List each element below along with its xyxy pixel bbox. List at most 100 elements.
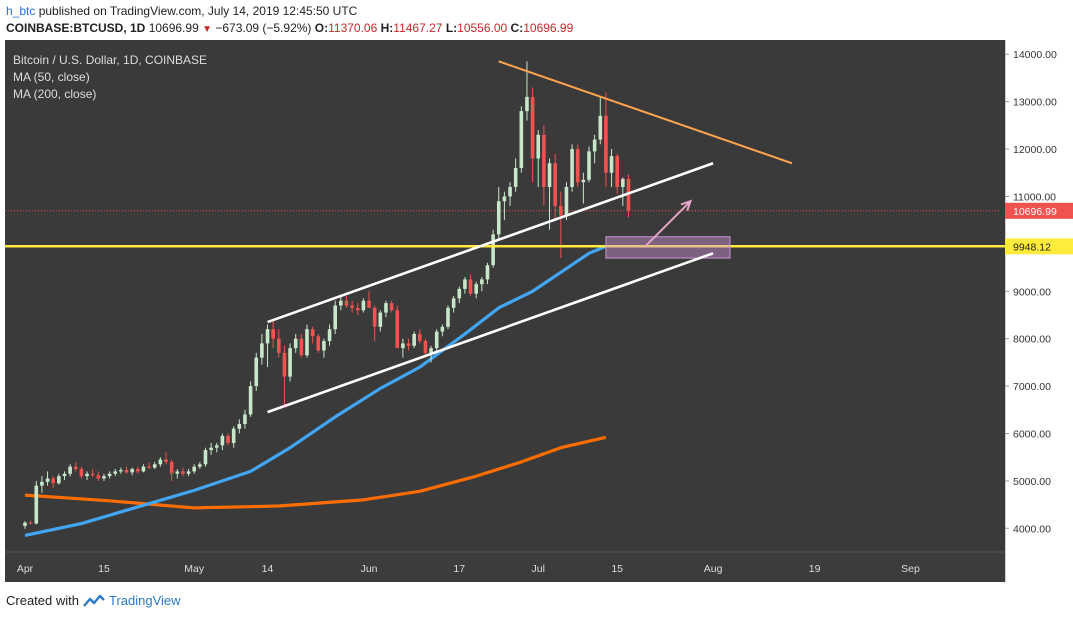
candle-down	[468, 279, 473, 294]
x-tick-label: Jul	[532, 563, 545, 575]
candle-down	[367, 300, 371, 308]
open-label: O:	[314, 21, 329, 35]
candle-up	[333, 305, 337, 330]
candle-down	[79, 469, 84, 477]
candle-up	[231, 428, 236, 443]
target-arrow-line	[644, 200, 692, 247]
candle-down	[164, 459, 168, 462]
candle-up	[68, 466, 72, 474]
candle-down	[615, 156, 619, 187]
y-tick-value: 12000.00	[1013, 144, 1057, 156]
candle-down	[372, 307, 377, 327]
x-tick-label: 19	[809, 563, 821, 575]
candle-down	[96, 475, 101, 479]
channel-lower-line	[267, 252, 714, 414]
candle-down	[90, 473, 95, 476]
candle-down	[418, 333, 422, 342]
candle-up	[457, 288, 462, 299]
candle-down	[604, 115, 608, 173]
y-tick-value: 14000.00	[1013, 49, 1057, 61]
candle-down	[542, 134, 546, 187]
target-arrow-head	[680, 199, 693, 211]
candle-up	[34, 485, 39, 524]
time-axis-background	[5, 552, 1005, 582]
candle-up	[265, 329, 270, 344]
x-tick-label: 15	[611, 563, 623, 575]
price-chart[interactable]: 14000.0013000.0012000.0011000.009000.008…	[5, 40, 1005, 582]
candle-up	[45, 478, 50, 482]
candle-down	[181, 471, 185, 474]
plot-background	[5, 40, 1005, 582]
candle-up	[186, 471, 191, 474]
y-tick-value: 6000.00	[1013, 428, 1051, 440]
candle-down	[226, 435, 230, 443]
y-tick-value: 11000.00	[1013, 191, 1056, 203]
tradingview-brand[interactable]: TradingView	[108, 593, 181, 608]
candle-up	[361, 300, 366, 311]
candle-up	[384, 303, 388, 313]
x-tick-label: 17	[453, 563, 465, 575]
price-axis-background	[1005, 40, 1073, 582]
ohlc-header: COINBASE:BTCUSD, 1D 10696.99 ▼ −673.09 (…	[6, 21, 573, 35]
support-price-tag	[1005, 238, 1073, 255]
candle-down	[277, 338, 281, 353]
candle-down	[147, 466, 151, 468]
candle-up	[474, 284, 478, 294]
candle-up	[327, 329, 332, 342]
y-tick-value: 7000.00	[1013, 381, 1051, 393]
candle-up	[525, 96, 529, 112]
candle-up	[536, 134, 541, 159]
tradingview-logo-icon	[83, 594, 105, 607]
candle-up	[564, 186, 569, 216]
candle-up	[587, 151, 591, 180]
chart-title: Bitcoin / U.S. Dollar, 1D, COINBASE	[13, 53, 207, 67]
candle-up	[496, 201, 501, 235]
y-tick-value: 13000.00	[1013, 97, 1057, 109]
candle-down	[310, 329, 315, 337]
candle-up	[609, 156, 614, 173]
candle-up	[237, 424, 242, 429]
candle-down	[136, 469, 140, 472]
x-tick-label: Apr	[17, 563, 34, 575]
candle-down	[355, 307, 360, 311]
last-price-tag-label: 10696.99	[1013, 206, 1057, 218]
candle-up	[198, 464, 202, 467]
candle-down	[553, 163, 557, 206]
candle-up	[440, 326, 445, 332]
publish-info: h_btc published on TradingView.com, July…	[6, 4, 357, 18]
price-axis[interactable]: 14000.00 13000.00 12000.00 11000.00 9000.00 8…	[1005, 40, 1073, 582]
candle-up	[378, 312, 383, 327]
candle-up	[248, 386, 253, 415]
candle-up	[451, 298, 456, 308]
candle-up	[102, 476, 106, 479]
candle-up	[260, 343, 264, 358]
ma50-line	[24, 244, 607, 537]
candle-down	[406, 343, 411, 346]
support-price-tag-label: 9948.12	[1013, 241, 1051, 253]
low-label: L:	[445, 21, 458, 35]
candle-down	[575, 149, 580, 183]
candle-up	[592, 139, 597, 152]
candle-up	[485, 265, 490, 280]
candle-up	[220, 435, 225, 446]
candle-down	[530, 96, 535, 159]
x-tick-label: Sep	[901, 563, 920, 575]
last-price-tag	[1005, 202, 1073, 219]
x-tick-label: Jun	[361, 563, 378, 575]
candle-up	[293, 338, 298, 349]
open-value: 11370.06	[328, 21, 378, 35]
candle-down	[73, 466, 78, 470]
candle-up	[152, 464, 157, 468]
candle-down	[28, 522, 33, 524]
down-arrow-icon: ▼	[202, 24, 212, 35]
low-value: 10556.00	[457, 21, 508, 35]
candle-down	[51, 478, 55, 484]
author-link[interactable]: h_btc	[6, 4, 36, 18]
candle-up	[339, 300, 343, 306]
chart-area[interactable]: 14000.0013000.0012000.0011000.009000.008…	[5, 40, 1005, 582]
candle-up	[581, 179, 586, 183]
y-tick-value: 5000.00	[1013, 476, 1051, 488]
created-with-text: Created with	[6, 593, 79, 608]
candle-up	[243, 414, 247, 424]
close-value: 10696.99	[523, 21, 574, 35]
